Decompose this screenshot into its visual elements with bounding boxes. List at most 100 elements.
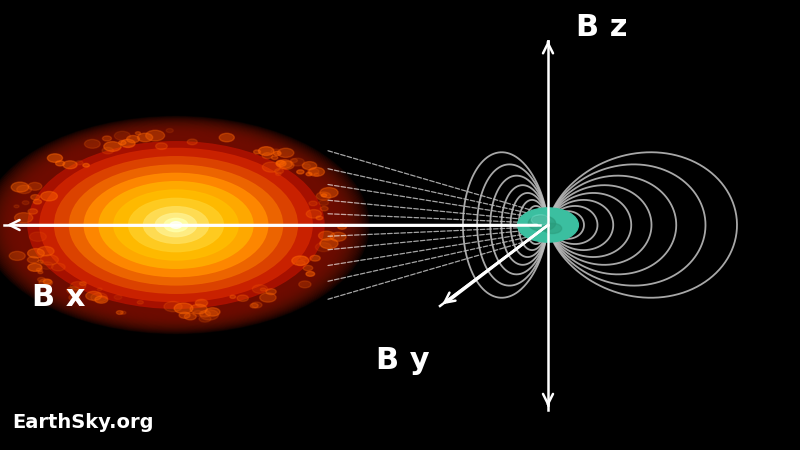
Circle shape [237,295,249,302]
Circle shape [114,131,130,140]
Circle shape [290,158,305,166]
Circle shape [302,162,317,170]
Circle shape [121,140,135,148]
Circle shape [138,301,143,304]
Circle shape [51,263,65,271]
Circle shape [114,295,122,299]
Circle shape [230,295,236,298]
Circle shape [121,311,126,314]
Circle shape [531,215,550,225]
Circle shape [199,310,210,317]
Circle shape [86,291,102,300]
Circle shape [179,312,190,318]
Circle shape [307,168,319,175]
Circle shape [254,150,261,154]
Circle shape [28,263,42,271]
Circle shape [30,232,46,241]
Circle shape [320,238,338,249]
Circle shape [67,287,80,294]
Circle shape [193,310,203,316]
Circle shape [276,160,284,165]
Circle shape [338,224,346,229]
Circle shape [190,304,207,314]
Circle shape [320,188,338,198]
Circle shape [258,147,274,155]
Circle shape [14,205,19,208]
Circle shape [43,279,51,284]
Circle shape [279,161,294,169]
Circle shape [187,139,198,145]
Circle shape [84,173,268,277]
Circle shape [22,201,29,205]
Circle shape [302,164,310,168]
Circle shape [95,296,108,303]
Circle shape [306,172,312,176]
Circle shape [118,140,126,145]
Circle shape [27,256,39,263]
Circle shape [135,132,141,135]
Circle shape [54,157,298,293]
Circle shape [70,165,282,285]
Circle shape [271,156,278,159]
Circle shape [69,294,80,301]
Circle shape [252,302,262,308]
Circle shape [99,182,253,268]
Circle shape [79,282,86,286]
Circle shape [28,182,42,190]
Circle shape [271,149,280,154]
Circle shape [27,248,44,258]
Circle shape [205,308,220,316]
Circle shape [41,191,58,201]
Circle shape [316,192,331,200]
Circle shape [200,310,218,320]
Circle shape [156,143,167,149]
Circle shape [114,190,238,260]
Circle shape [129,198,223,252]
Circle shape [306,271,314,276]
Circle shape [309,167,325,176]
Circle shape [38,260,43,263]
Circle shape [303,266,313,271]
Circle shape [309,201,317,206]
Circle shape [91,293,107,302]
Circle shape [262,162,281,172]
Circle shape [102,136,111,141]
Circle shape [30,194,40,200]
Circle shape [277,160,292,168]
Circle shape [543,223,562,234]
Circle shape [319,200,329,206]
Circle shape [28,209,38,214]
Circle shape [98,288,102,291]
Circle shape [274,169,283,174]
Circle shape [63,161,77,169]
Circle shape [47,154,62,162]
Circle shape [250,303,258,308]
Circle shape [298,281,311,288]
Circle shape [278,148,294,158]
Circle shape [36,268,42,272]
Circle shape [70,282,86,290]
Circle shape [40,262,54,270]
Circle shape [300,256,306,260]
Text: B y: B y [376,346,430,375]
Circle shape [318,231,334,240]
Circle shape [174,303,193,314]
Circle shape [314,173,319,176]
Circle shape [40,255,58,265]
Circle shape [40,148,312,302]
Circle shape [38,247,54,256]
Circle shape [104,142,121,151]
Circle shape [166,129,174,133]
Circle shape [17,185,31,193]
Circle shape [85,140,100,148]
Circle shape [518,208,578,242]
Circle shape [195,301,207,307]
Circle shape [296,261,305,265]
Circle shape [274,151,281,156]
Circle shape [102,148,114,154]
Circle shape [199,315,211,322]
Circle shape [266,289,276,295]
Circle shape [184,313,196,320]
Circle shape [117,310,123,315]
Circle shape [9,252,26,261]
